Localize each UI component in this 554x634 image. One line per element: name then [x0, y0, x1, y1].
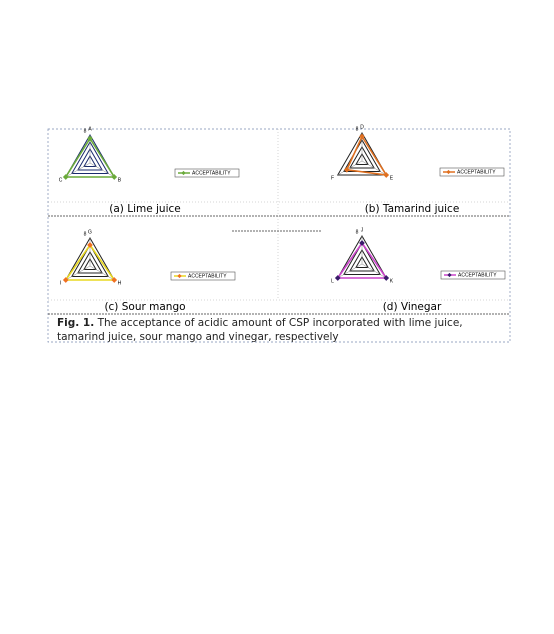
grid-ring [83, 155, 97, 167]
r-tick-label: 8 [356, 229, 359, 235]
legend-marker [446, 169, 451, 175]
data-marker [344, 166, 350, 173]
axis-label: A [88, 126, 92, 132]
spoke [65, 265, 91, 281]
legend-marker [177, 273, 182, 279]
axis-label: J [361, 227, 364, 233]
data-line [64, 243, 116, 281]
data-line [345, 134, 388, 177]
data-line [64, 136, 116, 178]
legend-label: ACCEPTABILITY [457, 169, 496, 175]
caption: Fig. 1. The acceptance of acidic amount … [57, 316, 507, 344]
data-marker [383, 275, 390, 281]
data-marker [87, 135, 93, 142]
axis-label: D [360, 124, 364, 130]
grid-ring [355, 255, 369, 268]
legend-label: ACCEPTABILITY [192, 170, 231, 176]
r-tick-label: 8 [84, 128, 87, 134]
caption-label: Fig. 1. [57, 317, 95, 329]
caption-text: The acceptance of acidic amount of CSP i… [57, 317, 463, 343]
data-line [336, 241, 388, 279]
axis-label: H [118, 280, 122, 286]
axis-label: G [88, 229, 92, 235]
grid-ring [342, 241, 382, 275]
data-marker [111, 277, 118, 283]
axis-label: F [331, 175, 334, 181]
grid-ring [355, 152, 369, 165]
grid-ring [70, 140, 110, 174]
data-marker [383, 172, 390, 178]
legend-label: ACCEPTABILITY [458, 272, 497, 278]
spoke [337, 160, 363, 176]
axis-label: L [331, 278, 334, 284]
legend-marker [181, 170, 186, 176]
data-marker [359, 133, 365, 140]
axis-label: C [59, 177, 63, 183]
grid-ring [70, 243, 110, 277]
grid-ring [336, 132, 388, 176]
data-marker [359, 240, 365, 246]
r-tick-label: 8 [356, 126, 359, 132]
r-tick-label: 8 [84, 231, 87, 237]
grid-ring [77, 251, 103, 274]
grid-ring [349, 146, 375, 169]
grid-ring [349, 249, 375, 272]
legend-label: ACCEPTABILITY [188, 273, 227, 279]
legend-box [440, 270, 506, 280]
panel-title: (d) Vinegar [383, 301, 442, 313]
figure-frame [47, 128, 511, 343]
spoke [65, 162, 91, 178]
panel-title: (a) Lime juice [109, 203, 180, 215]
panel-title: (b) Tamarind juice [365, 203, 460, 215]
axis-label: I [60, 280, 61, 286]
spoke [89, 265, 115, 281]
data-marker [334, 275, 341, 281]
axis-label: K [390, 278, 394, 284]
grid-ring [83, 258, 97, 270]
spoke [361, 263, 387, 279]
legend-box [170, 271, 236, 281]
spoke [337, 263, 363, 279]
data-marker [87, 242, 93, 248]
data-marker [111, 174, 118, 180]
legend-marker [447, 272, 452, 278]
grid-ring [77, 148, 103, 171]
spoke [361, 160, 387, 176]
spoke [89, 162, 115, 178]
axis-label: E [390, 175, 394, 181]
legend-box [174, 168, 240, 178]
panel-title: (c) Sour mango [104, 301, 185, 313]
legend-box [439, 167, 505, 177]
axis-label: B [118, 177, 122, 183]
